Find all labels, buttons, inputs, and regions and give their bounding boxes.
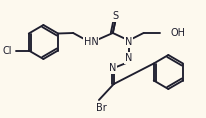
Text: HN: HN — [83, 37, 98, 47]
Text: N: N — [124, 37, 132, 47]
Text: Br: Br — [95, 103, 106, 113]
Text: OH: OH — [170, 28, 184, 38]
Text: S: S — [112, 11, 118, 21]
Text: N: N — [124, 53, 132, 63]
Text: N: N — [109, 63, 116, 73]
Text: Cl: Cl — [2, 46, 12, 55]
